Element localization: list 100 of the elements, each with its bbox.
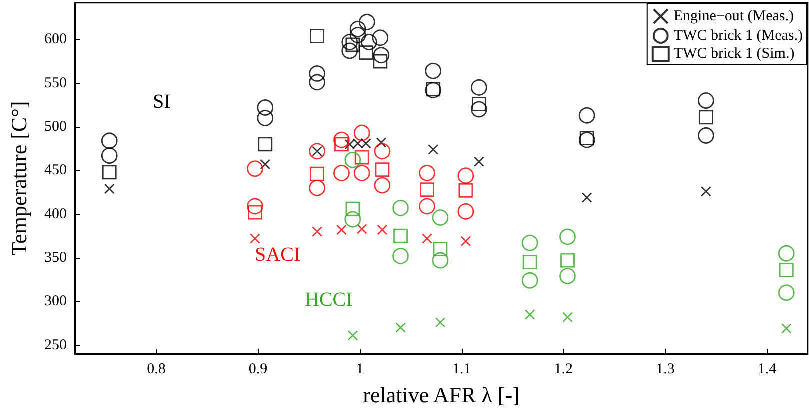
point bbox=[470, 101, 488, 118]
point bbox=[432, 210, 449, 226]
point bbox=[309, 74, 326, 91]
point bbox=[342, 42, 358, 60]
point bbox=[419, 165, 436, 182]
point bbox=[698, 92, 714, 109]
point bbox=[524, 310, 536, 320]
point bbox=[336, 224, 347, 236]
x-tick-label: 1 bbox=[356, 362, 364, 378]
point bbox=[470, 79, 488, 96]
point bbox=[420, 182, 434, 198]
point bbox=[522, 234, 538, 252]
point bbox=[361, 34, 378, 50]
point bbox=[360, 138, 372, 149]
point bbox=[560, 268, 576, 284]
point bbox=[309, 180, 326, 196]
x-axis-title: relative AFR λ [-] bbox=[363, 382, 520, 408]
point bbox=[435, 317, 446, 328]
point bbox=[522, 255, 538, 270]
legend-label: TWC brick 1 (Sim.) bbox=[674, 46, 795, 62]
point bbox=[354, 150, 370, 165]
point bbox=[700, 186, 712, 197]
point bbox=[458, 168, 474, 184]
point bbox=[334, 165, 350, 182]
point bbox=[257, 100, 274, 116]
point bbox=[778, 245, 795, 262]
point bbox=[102, 165, 117, 180]
point bbox=[779, 262, 794, 278]
point bbox=[309, 143, 326, 160]
legend-label: Engine−out (Meas.) bbox=[674, 8, 794, 24]
y-tick-label: 600 bbox=[44, 32, 67, 48]
legend-label: TWC brick 1 (Meas.) bbox=[674, 28, 804, 44]
point bbox=[354, 124, 370, 142]
annotation: SACI bbox=[255, 244, 301, 266]
point bbox=[394, 228, 408, 244]
point bbox=[356, 224, 368, 234]
annotation: SI bbox=[153, 91, 171, 113]
point bbox=[472, 97, 486, 112]
point bbox=[344, 211, 362, 228]
point bbox=[346, 202, 360, 216]
y-axis-title: Temperature [C°] bbox=[6, 101, 32, 256]
point bbox=[778, 284, 795, 302]
point bbox=[377, 224, 388, 236]
point bbox=[312, 226, 322, 237]
point bbox=[698, 110, 714, 125]
point bbox=[425, 62, 442, 80]
point bbox=[392, 200, 409, 216]
annotation: HCCI bbox=[305, 289, 353, 311]
point bbox=[101, 148, 118, 164]
point bbox=[560, 253, 575, 268]
y-tick-label: 450 bbox=[44, 162, 67, 179]
point bbox=[358, 46, 374, 60]
y-tick-label: 400 bbox=[44, 206, 67, 222]
point bbox=[247, 198, 264, 215]
x-tick-label: 0.8 bbox=[147, 362, 166, 378]
point bbox=[375, 162, 390, 177]
point bbox=[373, 54, 388, 69]
x-tick-label: 1.4 bbox=[758, 362, 778, 378]
point bbox=[374, 143, 391, 160]
point bbox=[458, 184, 474, 198]
point bbox=[334, 137, 349, 152]
point bbox=[432, 252, 449, 269]
y-tick-label: 550 bbox=[44, 75, 67, 92]
point bbox=[578, 107, 596, 124]
point bbox=[562, 312, 573, 323]
point bbox=[374, 177, 391, 194]
x-tick-label: 1.1 bbox=[452, 362, 472, 378]
y-tick-label: 250 bbox=[44, 337, 67, 354]
point bbox=[352, 138, 364, 149]
point bbox=[344, 152, 362, 168]
point bbox=[396, 322, 406, 334]
y-tick-label: 350 bbox=[44, 250, 67, 266]
point bbox=[350, 27, 366, 44]
point bbox=[248, 205, 262, 220]
point bbox=[582, 192, 592, 203]
point bbox=[373, 47, 390, 64]
point bbox=[698, 128, 714, 144]
point bbox=[260, 159, 271, 170]
point bbox=[342, 34, 358, 50]
point bbox=[344, 139, 356, 150]
point bbox=[354, 165, 370, 182]
y-tick-label: 300 bbox=[44, 294, 67, 310]
point bbox=[428, 144, 439, 155]
point bbox=[460, 236, 472, 247]
x-tick-label: 1.2 bbox=[554, 362, 574, 378]
x-tick-label: 0.9 bbox=[248, 362, 268, 378]
point bbox=[247, 160, 264, 178]
point bbox=[376, 138, 387, 148]
point bbox=[104, 184, 115, 194]
point bbox=[474, 156, 484, 168]
point bbox=[258, 137, 273, 152]
y-tick-label: 500 bbox=[44, 118, 67, 135]
point bbox=[422, 234, 432, 244]
point bbox=[310, 166, 324, 182]
point bbox=[309, 66, 326, 82]
point bbox=[250, 234, 260, 244]
point bbox=[348, 330, 358, 341]
point bbox=[419, 198, 436, 215]
point bbox=[257, 110, 274, 126]
point bbox=[334, 132, 350, 148]
